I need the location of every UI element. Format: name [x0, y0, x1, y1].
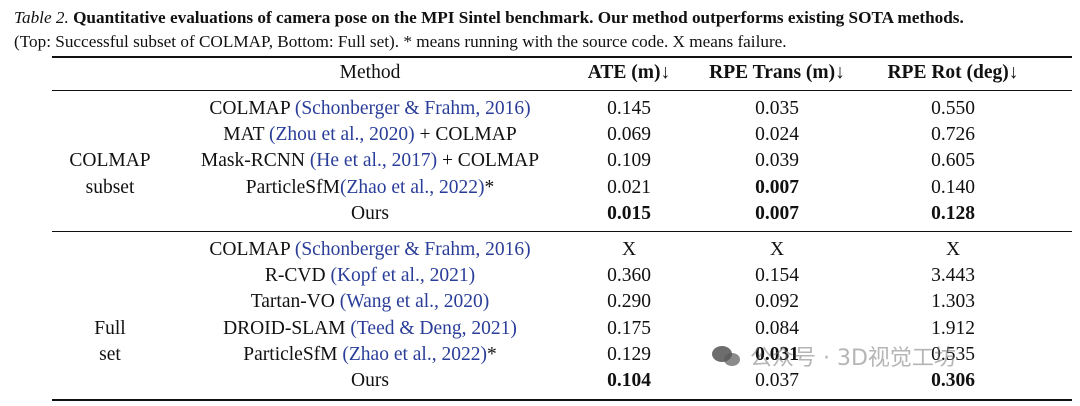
header-rpe-trans: RPE Trans (m)↓: [709, 62, 845, 83]
rpe-trans-value: 0.007: [755, 176, 799, 198]
method-suffix: *: [486, 343, 497, 365]
table-caption-note: (Top: Successful subset of COLMAP, Botto…: [14, 32, 787, 51]
method-name: ParticleSfM: [243, 343, 343, 365]
watermark-text: 公众号 · 3D视觉工坊: [750, 346, 956, 371]
citation-link[interactable]: (Schonberger & Frahm, 2016): [294, 239, 531, 260]
rpe-rot-value: 0.550: [931, 98, 975, 119]
rpe-rot-value: 3.443: [931, 265, 975, 287]
rpe-rot-value: 0.605: [931, 150, 975, 172]
method-cell: MAT (Zhou et al., 2020) + COLMAP: [223, 122, 516, 148]
watermark: 公众号 · 3D视觉工坊: [712, 340, 956, 372]
rpe-rot-value: 1.303: [931, 291, 975, 313]
rpe-rot-value: 0.140: [931, 176, 975, 198]
method-name: Tartan-VO: [250, 291, 340, 313]
rpe-rot-value: 0.128: [931, 202, 975, 224]
ate-value: 0.175: [607, 317, 651, 339]
method-name: Mask-RCNN: [200, 150, 310, 172]
ate-value: 0.290: [607, 291, 651, 313]
ate-value: 0.069: [607, 124, 651, 146]
citation-link[interactable]: (Zhao et al., 2022): [342, 343, 487, 365]
rpe-rot-value: X: [945, 239, 961, 260]
rpe-trans-value: 0.037: [755, 370, 799, 391]
rpe-trans-value: 0.007: [755, 202, 799, 224]
header-method: Method: [339, 62, 401, 83]
ate-value: 0.109: [607, 150, 651, 172]
method-cell: R-CVD (Kopf et al., 2021): [265, 263, 475, 289]
table-label: Table 2.: [14, 8, 69, 27]
citation-link[interactable]: (He et al., 2017): [309, 150, 438, 172]
group-rule: [52, 231, 1072, 233]
header-rule: [52, 90, 1072, 92]
rpe-trans-value: 0.031: [755, 343, 799, 365]
table-caption: Table 2. Quantitative evaluations of cam…: [14, 6, 1076, 30]
method-name: DROID-SLAM: [223, 317, 351, 339]
rpe-rot-value: 0.726: [931, 124, 975, 146]
method-name: ParticleSfM: [245, 176, 340, 198]
rpe-rot-value: 1.912: [931, 317, 975, 339]
method-cell: ParticleSfM (Zhao et al., 2022)*: [243, 342, 496, 368]
method-cell: COLMAP (Schonberger & Frahm, 2016): [209, 96, 530, 122]
ate-value: 0.015: [607, 202, 651, 224]
method-cell: DROID-SLAM (Teed & Deng, 2021): [223, 316, 517, 342]
rpe-rot-value: 0.306: [931, 370, 975, 391]
group-label-colmap: COLMAP: [69, 150, 151, 171]
top-rule: [52, 56, 1072, 58]
citation-link[interactable]: (Zhao et al., 2022): [339, 176, 485, 198]
citation-link[interactable]: (Kopf et al., 2021): [330, 265, 476, 287]
rpe-rot-value: 0.535: [931, 343, 975, 365]
method-suffix: *: [484, 176, 495, 198]
rpe-trans-value: 0.154: [755, 265, 799, 287]
method-name: COLMAP: [209, 98, 295, 119]
ate-value: 0.021: [607, 176, 651, 198]
header-ate: ATE (m)↓: [587, 62, 671, 83]
method-cell: Tartan-VO (Wang et al., 2020): [251, 289, 490, 315]
chat-bubbles-icon: [712, 344, 742, 368]
method-cell: Mask-RCNN (He et al., 2017) + COLMAP: [201, 148, 539, 174]
method-cell: Ours: [351, 368, 389, 394]
method-name: Ours: [351, 202, 389, 224]
bottom-rule: [52, 399, 1072, 401]
method-suffix: + COLMAP: [414, 124, 517, 146]
group-label-set: set: [99, 344, 121, 365]
citation-link[interactable]: (Wang et al., 2020): [339, 291, 490, 313]
method-cell: ParticleSfM(Zhao et al., 2022)*: [246, 175, 495, 201]
ate-value: X: [621, 239, 637, 260]
ate-value: 0.360: [607, 265, 651, 287]
ate-value: 0.145: [607, 98, 651, 119]
method-cell: Ours: [351, 201, 389, 227]
table-title: Quantitative evaluations of camera pose …: [73, 8, 964, 27]
header-rpe-rot: RPE Rot (deg)↓: [887, 62, 1019, 83]
rpe-trans-value: 0.039: [755, 150, 799, 172]
rpe-trans-value: X: [769, 239, 785, 260]
method-name: Ours: [351, 370, 389, 391]
group-label-full: Full: [94, 318, 126, 339]
citation-link[interactable]: (Teed & Deng, 2021): [350, 317, 517, 339]
citation-link[interactable]: (Zhou et al., 2020): [269, 124, 415, 146]
group-label-subset: subset: [85, 177, 135, 198]
ate-value: 0.129: [607, 343, 651, 365]
method-suffix: + COLMAP: [437, 150, 540, 172]
method-name: MAT: [223, 124, 270, 146]
rpe-trans-value: 0.084: [755, 317, 799, 339]
citation-link[interactable]: (Schonberger & Frahm, 2016): [294, 98, 531, 119]
method-name: R-CVD: [264, 265, 331, 287]
rpe-trans-value: 0.092: [755, 291, 799, 313]
method-name: COLMAP: [209, 239, 295, 260]
rpe-trans-value: 0.035: [755, 98, 799, 119]
ate-value: 0.104: [607, 370, 651, 391]
method-cell: COLMAP (Schonberger & Frahm, 2016): [209, 237, 530, 263]
rpe-trans-value: 0.024: [755, 124, 799, 146]
